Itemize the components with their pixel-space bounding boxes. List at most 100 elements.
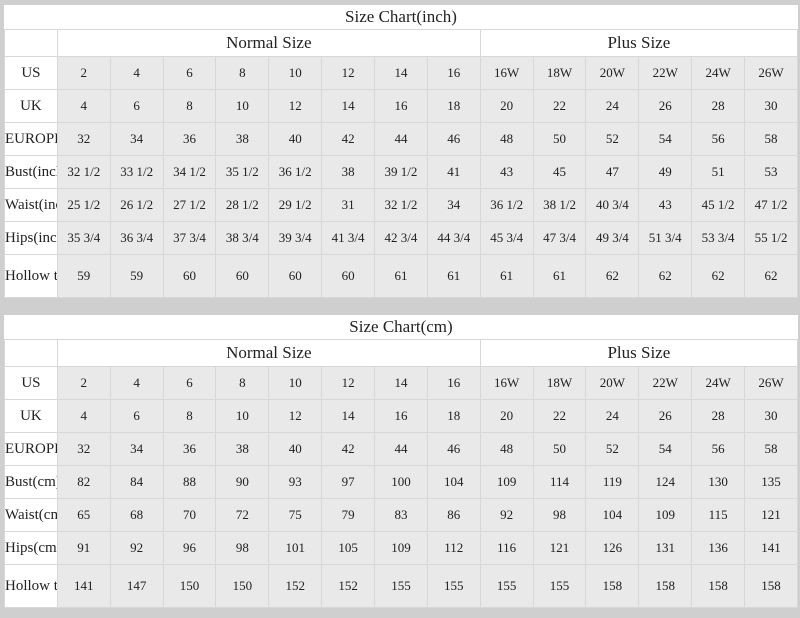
table-cell: 34 (109, 122, 164, 156)
row-label: Bust(inch) (4, 155, 58, 189)
table-cell: 10 (215, 89, 270, 123)
table-cell: 14 (321, 399, 376, 433)
table-row: Hips(cm) 91 92 96 98 101 105 109 112 116 121 126 131… (4, 531, 798, 565)
table-cell: 24W (691, 56, 746, 90)
table-cell: 12 (321, 56, 376, 90)
table-cell: 58 (744, 432, 798, 466)
table-cell: 32 (56, 432, 111, 466)
table-cell: 98 (215, 531, 270, 565)
table-cell: 28 (691, 89, 746, 123)
table-cell: 114 (532, 465, 587, 499)
table-cell: 155 (479, 564, 534, 608)
table-cell: 105 (321, 531, 376, 565)
table-cell: 75 (268, 498, 323, 532)
table-row: EUROPE3234363840424446485052545658 (4, 122, 798, 156)
table-cell: 25 1/2 (56, 188, 111, 222)
table-cell: 26 1/2 (109, 188, 164, 222)
table-cell: 32 (56, 122, 111, 156)
table-row: Bust(inch)32 1/233 1/234 1/235 1/236 1/2… (4, 155, 798, 189)
table-cell: 56 (691, 432, 746, 466)
table-cell: 6 (109, 89, 164, 123)
table-cell: 38 (321, 155, 376, 189)
table-cell: 8 (162, 399, 217, 433)
table-cell: 26W (744, 56, 798, 90)
table-cell: 16 (374, 89, 428, 123)
table-cell: 26 (638, 89, 693, 123)
table-cell: 59 (109, 254, 164, 298)
table-cell: 16 (426, 56, 481, 90)
table-cell: 42 (321, 122, 376, 156)
table-cell: 116 (479, 531, 534, 565)
table-cell: 47 3/4 (532, 221, 587, 255)
table-cell: 141 (744, 531, 798, 565)
row-label: Hollow to Floor(inch) (4, 254, 58, 298)
table-cell: 20 (479, 399, 534, 433)
table-cell: 158 (691, 564, 746, 608)
table-cell: 124 (638, 465, 693, 499)
table-cell: 51 (691, 155, 746, 189)
table-cell: 8 (215, 366, 270, 400)
table-cell: 55 1/2 (744, 221, 798, 255)
table-cell: 31 (321, 188, 376, 222)
table-cell: 82 (56, 465, 111, 499)
row-label: US (4, 366, 58, 400)
row-label: US (4, 56, 58, 90)
table-cell: 14 (374, 366, 428, 400)
table-cell: 101 (268, 531, 323, 565)
table-cell: 12 (321, 366, 376, 400)
table-cell: 54 (638, 122, 693, 156)
table-cell: 60 (321, 254, 376, 298)
table-row: Bust(cm) 82 84 88 90 93 97 100 104 109 114 119 124 13… (4, 465, 798, 499)
table-cell: 90 (215, 465, 270, 499)
table-cell: 98 (532, 498, 587, 532)
table-cell: 32 1/2 (374, 188, 428, 222)
table-cell: 130 (691, 465, 746, 499)
table-cell: 6 (162, 56, 217, 90)
table-cell: 62 (744, 254, 798, 298)
table-cell: 43 (638, 188, 693, 222)
table-cell: 49 (638, 155, 693, 189)
table-cell: 126 (585, 531, 640, 565)
table-cell: 79 (321, 498, 376, 532)
table-cell: 152 (268, 564, 323, 608)
row-label: Hips(cm) (4, 531, 58, 565)
row-label: UK (4, 89, 58, 123)
table-cell: 43 (479, 155, 534, 189)
table-cell: 12 (268, 399, 323, 433)
table-cell: 30 (744, 89, 798, 123)
table-row: US 2 4 6 8 10 12 14 16 16W 18W 20W 22W 24W 26W (4, 366, 798, 400)
table-cell: 41 3/4 (321, 221, 376, 255)
table-cell: 109 (479, 465, 534, 499)
table-cell: 91 (56, 531, 111, 565)
table-cell: 30 (744, 399, 798, 433)
table-cell: 131 (638, 531, 693, 565)
table-cell: 112 (426, 531, 481, 565)
title-row: Size Chart(inch) (4, 5, 798, 30)
table-cell: 50 (532, 122, 587, 156)
table-cell: 152 (321, 564, 376, 608)
section-row: Normal Size Plus Size (4, 339, 799, 367)
table-cell: 37 3/4 (162, 221, 217, 255)
table-cell: 86 (426, 498, 481, 532)
table-cell: 35 1/2 (215, 155, 270, 189)
table-cell: 26W (744, 366, 798, 400)
table-row: Hollow to Floor(inch)5959606060606161616… (4, 254, 798, 298)
section-normal-size: Normal Size (56, 29, 481, 57)
table-cell: 109 (374, 531, 428, 565)
table-cell: 51 3/4 (638, 221, 693, 255)
empty-header-cell (4, 339, 58, 367)
table-row: US 2 4 6 8 10 12 14 16 16W 18W 20W 22W 24W 26W (4, 56, 798, 90)
table-cell: 4 (109, 366, 164, 400)
table-cell: 10 (268, 56, 323, 90)
table-cell: 38 (215, 432, 270, 466)
table-cell: 39 3/4 (268, 221, 323, 255)
table-cell: 88 (162, 465, 217, 499)
table-cell: 36 1/2 (479, 188, 534, 222)
table-cell: 46 (426, 122, 481, 156)
table-cell: 12 (268, 89, 323, 123)
table-cell: 155 (532, 564, 587, 608)
table-cell: 8 (215, 56, 270, 90)
table-cell: 53 (744, 155, 798, 189)
table-cell: 44 (374, 432, 428, 466)
table-cell: 52 (585, 432, 640, 466)
